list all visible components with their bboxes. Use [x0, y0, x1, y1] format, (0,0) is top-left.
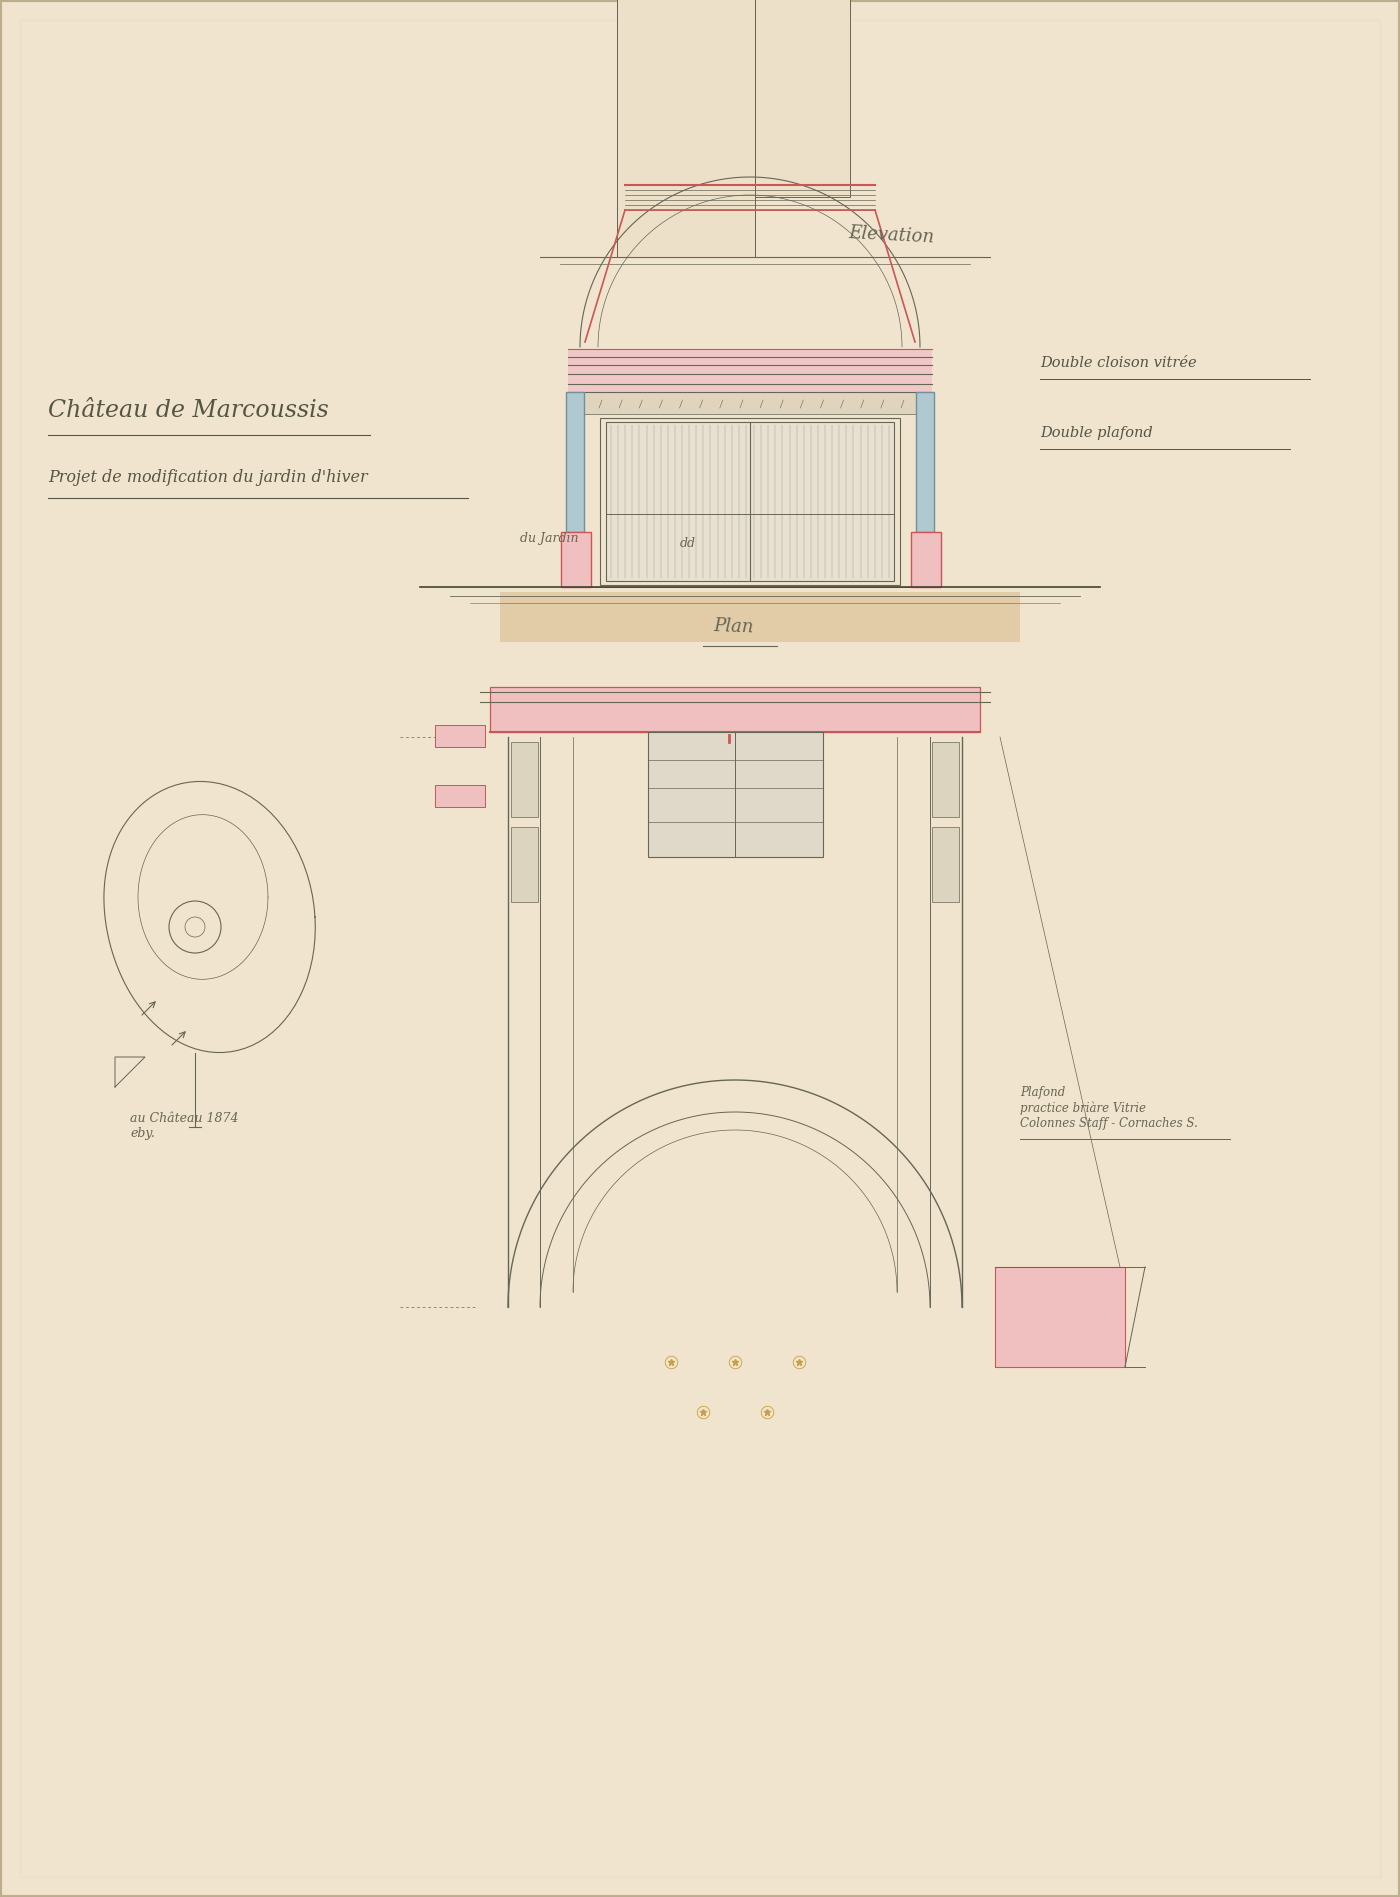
Bar: [490, 687, 980, 732]
Bar: [566, 393, 584, 531]
Bar: [511, 827, 538, 901]
Text: Projet de modification du jardin d'hiver: Projet de modification du jardin d'hiver: [48, 469, 368, 486]
Text: Plafond
practice briàre Vitrie
Colonnes Staff - Cornaches S.: Plafond practice briàre Vitrie Colonnes …: [1021, 1087, 1198, 1131]
Bar: [500, 592, 1021, 641]
Bar: [561, 531, 591, 586]
Text: Elevation: Elevation: [848, 224, 935, 247]
Bar: [995, 1267, 1126, 1368]
Text: Double cloison vitrée: Double cloison vitrée: [1040, 357, 1197, 370]
Bar: [932, 742, 959, 818]
Bar: [755, 0, 850, 197]
Text: Château de Marcoussis: Château de Marcoussis: [48, 398, 329, 421]
Text: au Château 1874
eby.: au Château 1874 eby.: [130, 1112, 238, 1140]
Bar: [606, 421, 895, 580]
Bar: [511, 742, 538, 818]
Bar: [617, 0, 755, 256]
Bar: [932, 827, 959, 901]
Text: dd: dd: [680, 537, 696, 550]
Bar: [601, 417, 900, 584]
Bar: [647, 732, 823, 857]
Bar: [435, 785, 484, 806]
Text: Plan: Plan: [713, 617, 753, 635]
Bar: [435, 725, 484, 747]
Text: du Jardin: du Jardin: [519, 531, 578, 544]
Text: Double plafond: Double plafond: [1040, 427, 1152, 440]
Bar: [911, 531, 941, 586]
Bar: [916, 393, 934, 531]
Bar: [568, 349, 932, 393]
Bar: [584, 393, 916, 414]
